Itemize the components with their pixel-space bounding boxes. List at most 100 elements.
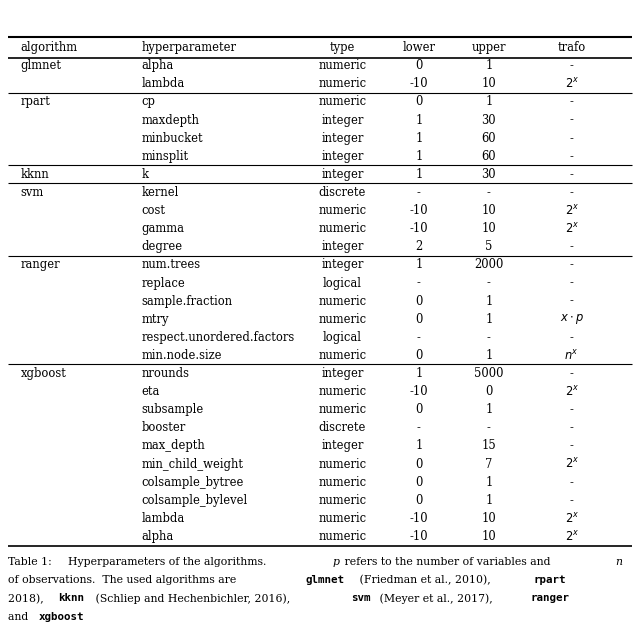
- Text: -: -: [570, 276, 573, 290]
- Text: of observations.  The used algorithms are: of observations. The used algorithms are: [8, 575, 239, 585]
- Text: discrete: discrete: [319, 421, 366, 434]
- Text: max_depth: max_depth: [141, 439, 205, 452]
- Text: (Meyer et al., 2017),: (Meyer et al., 2017),: [376, 593, 496, 604]
- Text: -: -: [487, 186, 491, 199]
- Text: -: -: [570, 186, 573, 199]
- Text: booster: booster: [141, 421, 186, 434]
- Text: respect.unordered.factors: respect.unordered.factors: [141, 331, 295, 344]
- Text: numeric: numeric: [318, 59, 366, 72]
- Text: lambda: lambda: [141, 77, 185, 90]
- Text: -: -: [417, 186, 420, 199]
- Text: -: -: [570, 331, 573, 344]
- Text: 2000: 2000: [474, 258, 504, 271]
- Text: -: -: [487, 331, 491, 344]
- Text: algorithm: algorithm: [20, 41, 77, 54]
- Text: -: -: [570, 132, 573, 145]
- Text: cost: cost: [141, 204, 166, 217]
- Text: 1: 1: [485, 475, 493, 489]
- Text: xgboost: xgboost: [38, 612, 84, 622]
- Text: -: -: [570, 240, 573, 253]
- Text: 1: 1: [485, 59, 493, 72]
- Text: $2^x$: $2^x$: [564, 512, 579, 525]
- Text: kernel: kernel: [141, 186, 179, 199]
- Text: 7: 7: [485, 457, 493, 470]
- Text: 1: 1: [485, 403, 493, 416]
- Text: 30: 30: [481, 168, 496, 181]
- Text: numeric: numeric: [318, 222, 366, 235]
- Text: rpart: rpart: [533, 575, 566, 585]
- Text: logical: logical: [323, 276, 362, 290]
- Text: -: -: [487, 421, 491, 434]
- Text: -: -: [570, 421, 573, 434]
- Text: 10: 10: [481, 530, 496, 543]
- Text: n: n: [615, 557, 622, 567]
- Text: numeric: numeric: [318, 403, 366, 416]
- Text: subsample: subsample: [141, 403, 204, 416]
- Text: Hyperparameters of the algorithms.: Hyperparameters of the algorithms.: [68, 557, 274, 567]
- Text: 1: 1: [485, 349, 493, 362]
- Text: -: -: [570, 439, 573, 452]
- Text: -: -: [417, 331, 420, 344]
- Text: $n^x$: $n^x$: [564, 348, 579, 363]
- Text: alpha: alpha: [141, 59, 174, 72]
- Text: 0: 0: [415, 475, 422, 489]
- Text: num.trees: num.trees: [141, 258, 201, 271]
- Text: 0: 0: [415, 494, 422, 507]
- Text: cp: cp: [141, 95, 156, 109]
- Text: refers to the number of variables and: refers to the number of variables and: [341, 557, 554, 567]
- Text: -: -: [417, 276, 420, 290]
- Text: -10: -10: [410, 530, 428, 543]
- Text: (Friedman et al., 2010),: (Friedman et al., 2010),: [356, 575, 494, 585]
- Text: 5: 5: [485, 240, 493, 253]
- Text: -10: -10: [410, 204, 428, 217]
- Text: min_child_weight: min_child_weight: [141, 457, 244, 470]
- Text: numeric: numeric: [318, 530, 366, 543]
- Text: 30: 30: [481, 114, 496, 127]
- Text: lambda: lambda: [141, 512, 185, 525]
- Text: 0: 0: [415, 403, 422, 416]
- Text: kknn: kknn: [58, 593, 84, 603]
- Text: integer: integer: [321, 150, 364, 163]
- Text: 10: 10: [481, 77, 496, 90]
- Text: alpha: alpha: [141, 530, 174, 543]
- Text: maxdepth: maxdepth: [141, 114, 200, 127]
- Text: k: k: [141, 168, 148, 181]
- Text: min.node.size: min.node.size: [141, 349, 222, 362]
- Text: numeric: numeric: [318, 385, 366, 398]
- Text: 0: 0: [415, 313, 422, 326]
- Text: integer: integer: [321, 168, 364, 181]
- Text: $2^x$: $2^x$: [564, 77, 579, 91]
- Text: numeric: numeric: [318, 475, 366, 489]
- Text: 0: 0: [415, 59, 422, 72]
- Text: 60: 60: [481, 150, 496, 163]
- Text: -: -: [570, 168, 573, 181]
- Text: 60: 60: [481, 132, 496, 145]
- Text: Table 1:: Table 1:: [8, 557, 55, 567]
- Text: numeric: numeric: [318, 494, 366, 507]
- Text: replace: replace: [141, 276, 186, 290]
- Text: type: type: [330, 41, 355, 54]
- Text: $2^x$: $2^x$: [564, 203, 579, 218]
- Text: 15: 15: [481, 439, 496, 452]
- Text: numeric: numeric: [318, 95, 366, 109]
- Text: p: p: [332, 557, 339, 567]
- Text: (Schliep and Hechenbichler, 2016),: (Schliep and Hechenbichler, 2016),: [92, 593, 293, 604]
- Text: $2^x$: $2^x$: [564, 222, 579, 236]
- Text: -: -: [487, 276, 491, 290]
- Text: rpart: rpart: [20, 95, 51, 109]
- Text: discrete: discrete: [319, 186, 366, 199]
- Text: integer: integer: [321, 367, 364, 380]
- Text: -: -: [570, 367, 573, 380]
- Text: -10: -10: [410, 222, 428, 235]
- Text: 1: 1: [415, 168, 422, 181]
- Text: 1: 1: [415, 114, 422, 127]
- Text: 1: 1: [485, 95, 493, 109]
- Text: colsample_bytree: colsample_bytree: [141, 475, 244, 489]
- Text: 1: 1: [415, 367, 422, 380]
- Text: ranger: ranger: [531, 593, 570, 603]
- Text: 1: 1: [415, 258, 422, 271]
- Text: integer: integer: [321, 132, 364, 145]
- Text: numeric: numeric: [318, 295, 366, 308]
- Text: colsample_bylevel: colsample_bylevel: [141, 494, 248, 507]
- Text: ranger: ranger: [20, 258, 60, 271]
